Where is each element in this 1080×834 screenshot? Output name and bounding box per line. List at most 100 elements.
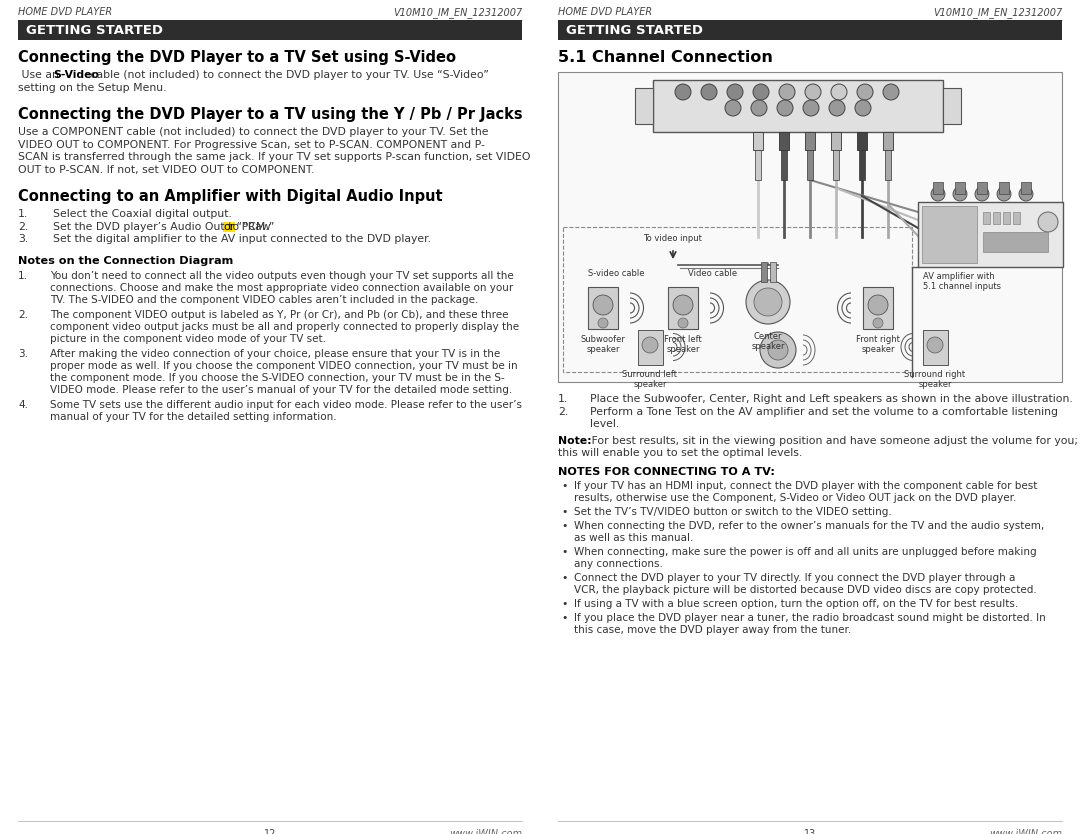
Text: •: • xyxy=(561,599,567,609)
Circle shape xyxy=(829,100,845,116)
Circle shape xyxy=(883,84,899,100)
Text: •: • xyxy=(561,613,567,623)
Circle shape xyxy=(1038,212,1058,232)
Text: 1.: 1. xyxy=(18,271,28,281)
Text: To video input: To video input xyxy=(643,234,702,243)
Bar xyxy=(638,330,663,365)
Bar xyxy=(993,212,1000,224)
Text: •: • xyxy=(561,507,567,517)
Circle shape xyxy=(873,318,883,328)
Text: level.: level. xyxy=(590,419,619,429)
Text: Video cable: Video cable xyxy=(688,269,738,278)
Text: •: • xyxy=(561,547,567,557)
Text: cable (not included) to connect the DVD player to your TV. Use “S-Video”: cable (not included) to connect the DVD … xyxy=(86,70,488,80)
Text: AV amplifier with: AV amplifier with xyxy=(923,272,995,281)
Circle shape xyxy=(753,84,769,100)
Text: •: • xyxy=(561,573,567,583)
Text: Connect the DVD player to your TV directly. If you connect the DVD player throug: Connect the DVD player to your TV direct… xyxy=(573,573,1015,583)
Text: setting on the Setup Menu.: setting on the Setup Menu. xyxy=(18,83,166,93)
Text: SCAN is transferred through the same jack. If your TV set supports P-scan functi: SCAN is transferred through the same jac… xyxy=(18,152,530,162)
Bar xyxy=(761,262,767,282)
Circle shape xyxy=(725,100,741,116)
Text: HOME DVD PLAYER: HOME DVD PLAYER xyxy=(18,7,112,17)
Text: S-video cable: S-video cable xyxy=(588,269,645,278)
Text: Surround right
speaker: Surround right speaker xyxy=(904,370,966,389)
Bar xyxy=(770,262,777,282)
Text: If your TV has an HDMI input, connect the DVD player with the component cable fo: If your TV has an HDMI input, connect th… xyxy=(573,481,1038,491)
Text: the component mode. If you choose the S-VIDEO connection, your TV must be in the: the component mode. If you choose the S-… xyxy=(50,373,504,383)
Bar xyxy=(558,20,1062,40)
Bar xyxy=(977,182,987,194)
Bar xyxy=(883,132,893,150)
Bar xyxy=(955,182,966,194)
Bar xyxy=(1003,212,1010,224)
Text: this case, move the DVD player away from the tuner.: this case, move the DVD player away from… xyxy=(573,625,851,635)
Text: 4.: 4. xyxy=(18,400,28,410)
Bar xyxy=(1021,182,1031,194)
Bar xyxy=(558,72,1062,382)
Bar xyxy=(753,132,762,150)
Text: 1.: 1. xyxy=(558,394,568,404)
Text: VIDEO mode. Please refer to the user’s manual of your TV for the detailed mode s: VIDEO mode. Please refer to the user’s m… xyxy=(50,385,512,395)
Text: connections. Choose and make the most appropriate video connection available on : connections. Choose and make the most ap… xyxy=(50,283,513,293)
Bar xyxy=(833,150,839,180)
Bar xyxy=(863,287,893,329)
Text: V10M10_IM_EN_12312007: V10M10_IM_EN_12312007 xyxy=(393,7,522,18)
Text: When connecting the DVD, refer to the owner’s manuals for the TV and the audio s: When connecting the DVD, refer to the ow… xyxy=(573,521,1044,531)
Text: this will enable you to set the optimal levels.: this will enable you to set the optimal … xyxy=(558,448,802,458)
Text: Some TV sets use the different audio input for each video mode. Please refer to : Some TV sets use the different audio inp… xyxy=(50,400,522,410)
Text: Set the DVD player’s Audio Out to “Raw: Set the DVD player’s Audio Out to “Raw xyxy=(53,222,274,232)
Bar xyxy=(933,182,943,194)
Text: •: • xyxy=(561,521,567,531)
Circle shape xyxy=(831,84,847,100)
Text: GETTING STARTED: GETTING STARTED xyxy=(566,23,703,37)
Text: Front right
speaker: Front right speaker xyxy=(856,335,900,354)
Text: 12: 12 xyxy=(264,829,276,834)
Text: 2.: 2. xyxy=(18,310,28,320)
Text: Front left
speaker: Front left speaker xyxy=(664,335,702,354)
Bar xyxy=(923,330,948,365)
Bar xyxy=(588,287,618,329)
Circle shape xyxy=(858,84,873,100)
Bar xyxy=(653,80,943,132)
Text: TV. The S-VIDEO and the component VIDEO cables aren’t included in the package.: TV. The S-VIDEO and the component VIDEO … xyxy=(50,295,478,305)
Text: If using a TV with a blue screen option, turn the option off, on the TV for best: If using a TV with a blue screen option,… xyxy=(573,599,1018,609)
Circle shape xyxy=(768,340,788,360)
Text: HOME DVD PLAYER: HOME DVD PLAYER xyxy=(558,7,652,17)
Text: GETTING STARTED: GETTING STARTED xyxy=(26,23,163,37)
Text: You don’t need to connect all the video outputs even though your TV set supports: You don’t need to connect all the video … xyxy=(50,271,514,281)
Circle shape xyxy=(754,288,782,316)
Circle shape xyxy=(760,332,796,368)
Text: results, otherwise use the Component, S-Video or Video OUT jack on the DVD playe: results, otherwise use the Component, S-… xyxy=(573,493,1016,503)
Text: Center
speaker: Center speaker xyxy=(752,332,785,351)
Text: 13: 13 xyxy=(804,829,816,834)
Text: or: or xyxy=(224,222,235,232)
Text: “PCM.”: “PCM.” xyxy=(232,222,274,232)
Text: picture in the component video mode of your TV set.: picture in the component video mode of y… xyxy=(50,334,326,344)
Text: Place the Subwoofer, Center, Right and Left speakers as shown in the above illus: Place the Subwoofer, Center, Right and L… xyxy=(590,394,1072,404)
Bar xyxy=(1013,212,1020,224)
Bar xyxy=(831,132,841,150)
Text: After making the video connection of your choice, please ensure that your TV is : After making the video connection of you… xyxy=(50,349,500,359)
Text: as well as this manual.: as well as this manual. xyxy=(573,533,693,543)
Circle shape xyxy=(673,295,693,315)
Text: 5.1 channel inputs: 5.1 channel inputs xyxy=(923,282,1001,291)
Bar xyxy=(805,132,815,150)
Text: S-Video: S-Video xyxy=(53,70,98,80)
Text: Use a COMPONENT cable (not included) to connect the DVD player to your TV. Set t: Use a COMPONENT cable (not included) to … xyxy=(18,127,488,137)
Text: •: • xyxy=(561,481,567,491)
Circle shape xyxy=(927,337,943,353)
Bar xyxy=(983,212,990,224)
Bar xyxy=(222,222,235,232)
Text: 3.: 3. xyxy=(18,234,28,244)
Circle shape xyxy=(777,100,793,116)
Text: Connecting the DVD Player to a TV Set using S-Video: Connecting the DVD Player to a TV Set us… xyxy=(18,50,456,65)
Text: OUT to P-SCAN. If not, set VIDEO OUT to COMPONENT.: OUT to P-SCAN. If not, set VIDEO OUT to … xyxy=(18,164,314,174)
Text: VCR, the playback picture will be distorted because DVD video discs are copy pro: VCR, the playback picture will be distor… xyxy=(573,585,1037,595)
Text: Set the digital amplifier to the AV input connected to the DVD player.: Set the digital amplifier to the AV inpu… xyxy=(53,234,431,244)
Circle shape xyxy=(953,187,967,201)
Text: The component VIDEO output is labeled as Y, Pr (or Cr), and Pb (or Cb), and thes: The component VIDEO output is labeled as… xyxy=(50,310,509,320)
Text: www.jWIN.com: www.jWIN.com xyxy=(989,829,1062,834)
Text: Note:: Note: xyxy=(558,435,592,445)
Circle shape xyxy=(642,337,658,353)
